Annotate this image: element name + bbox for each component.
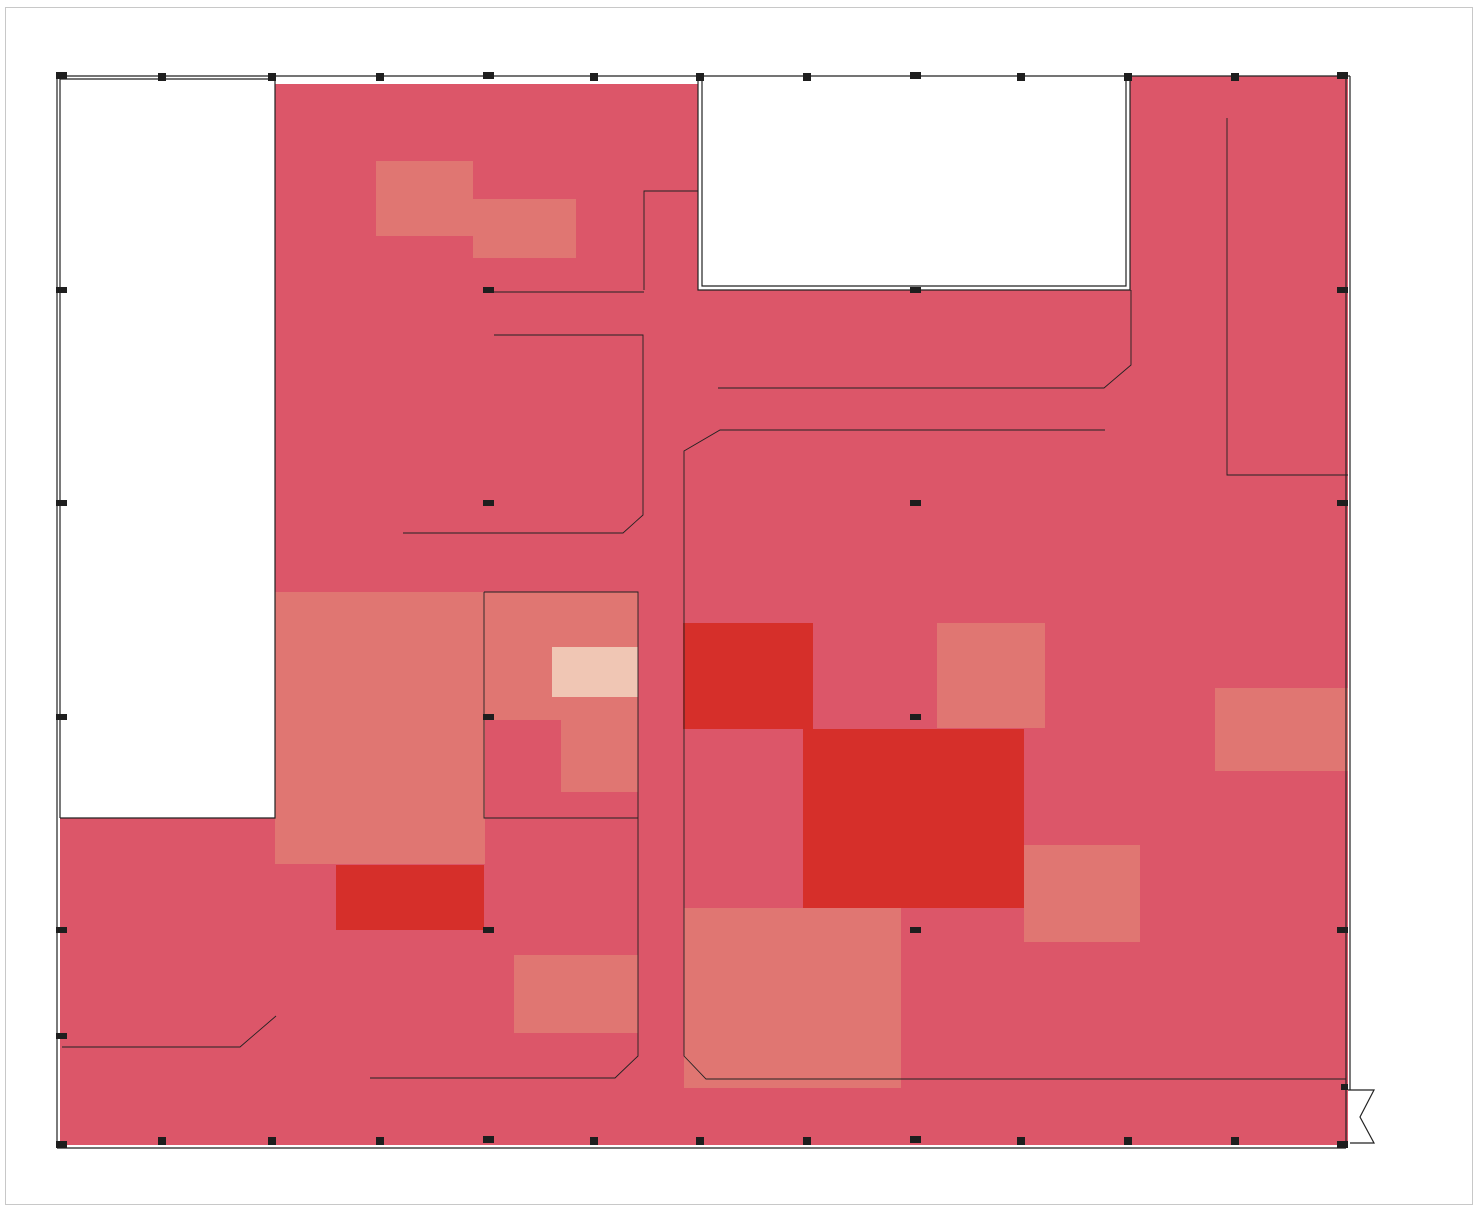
- column: [483, 927, 494, 933]
- column: [910, 287, 921, 293]
- low-zone: [514, 955, 638, 1033]
- column: [1341, 1084, 1348, 1090]
- column: [483, 72, 494, 79]
- high-zone: [336, 865, 484, 930]
- column: [483, 1136, 494, 1143]
- column: [1124, 1137, 1132, 1145]
- column: [56, 714, 67, 720]
- column: [803, 73, 811, 81]
- column: [590, 1137, 598, 1145]
- very-low-intensity-zone: [552, 647, 638, 697]
- high-zone: [803, 729, 1024, 908]
- column: [56, 927, 67, 933]
- column: [56, 287, 67, 293]
- column: [376, 1137, 384, 1145]
- column: [158, 73, 166, 81]
- high-zone: [683, 623, 813, 729]
- column: [1231, 73, 1239, 81]
- column: [910, 714, 921, 720]
- column: [376, 73, 384, 81]
- column: [910, 500, 921, 506]
- low-zone: [937, 623, 1045, 728]
- column: [56, 1141, 67, 1148]
- low-intensity-zones: [275, 161, 1348, 1088]
- column: [910, 1136, 921, 1143]
- column: [56, 1033, 67, 1039]
- low-zone: [275, 592, 485, 864]
- column: [1124, 73, 1132, 81]
- column: [1337, 72, 1348, 79]
- column: [268, 73, 276, 81]
- column: [56, 72, 67, 79]
- column: [1337, 500, 1348, 506]
- column: [696, 73, 704, 81]
- column: [483, 714, 494, 720]
- drawing-frame: [5, 7, 1473, 1205]
- column: [158, 1137, 166, 1145]
- low-zone: [376, 161, 473, 236]
- structural-columns: [56, 72, 1348, 1148]
- low-zone: [684, 908, 901, 1088]
- column: [1231, 1137, 1239, 1145]
- column: [910, 72, 921, 79]
- column: [1017, 73, 1025, 81]
- high-intensity-zones: [336, 623, 1024, 930]
- column: [590, 73, 598, 81]
- interior-partitions: [62, 118, 1348, 1080]
- column: [268, 1137, 276, 1145]
- column: [803, 1137, 811, 1145]
- low-zone: [473, 199, 576, 258]
- column: [1337, 927, 1348, 933]
- column: [56, 500, 67, 506]
- column: [696, 1137, 704, 1145]
- low-zone: [1215, 688, 1348, 771]
- column: [1337, 287, 1348, 293]
- column: [1017, 1137, 1025, 1145]
- column: [910, 927, 921, 933]
- column: [483, 287, 494, 293]
- column: [1337, 1141, 1348, 1148]
- low-zone: [1024, 845, 1140, 942]
- column: [483, 500, 494, 506]
